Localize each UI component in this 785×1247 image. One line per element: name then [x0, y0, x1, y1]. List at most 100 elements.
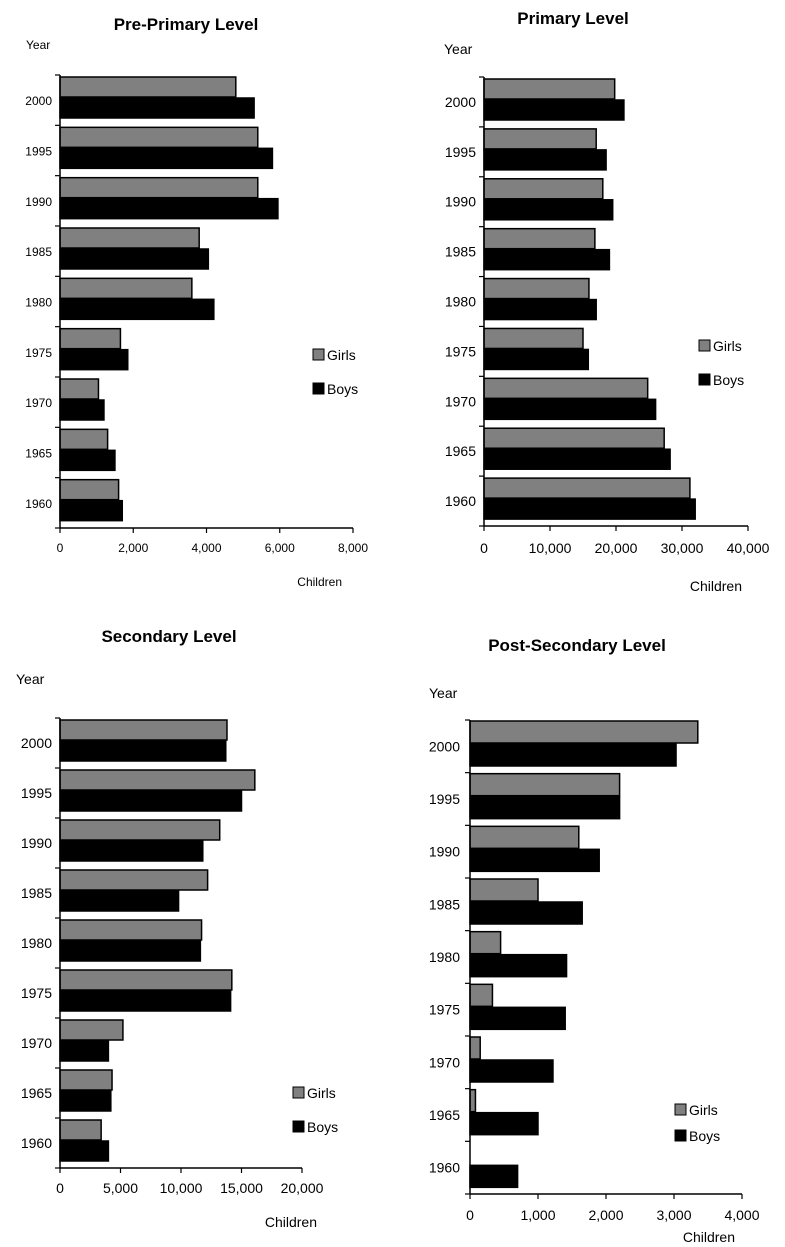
bar-boys-2000 — [469, 743, 677, 767]
bar-girls-1965 — [469, 1088, 477, 1113]
bar-girls-1990 — [59, 819, 221, 841]
bar-girls-1985 — [483, 227, 596, 250]
y-tick-label: 1970 — [429, 1054, 460, 1070]
bar-boys-1965 — [483, 448, 671, 470]
y-tick-label: 1995 — [445, 144, 476, 160]
x-tick-label: 0 — [466, 1207, 474, 1223]
bar-boys-1985 — [469, 901, 583, 925]
y-tick-label: 1985 — [429, 896, 460, 912]
y-tick-label: 1975 — [429, 1002, 460, 1018]
y-axis-label: Year — [444, 41, 473, 57]
bar-girls-1960 — [59, 1119, 102, 1141]
bar-boys-1985 — [59, 890, 180, 912]
legend-swatch-girls — [698, 339, 711, 352]
bar-girls-1960 — [483, 477, 691, 499]
bar-boys-1960 — [483, 498, 696, 520]
bar-boys-2000 — [483, 99, 625, 121]
bar-girls-1995 — [59, 126, 259, 149]
bar-boys-2000 — [59, 740, 227, 762]
bar-girls-1970 — [59, 378, 100, 400]
x-tick-label: 1,000 — [520, 1207, 555, 1223]
bar-girls-1980 — [59, 277, 193, 300]
x-tick-label: 5,000 — [103, 1180, 138, 1196]
x-tick-label: 20,000 — [595, 540, 638, 556]
x-axis-label: Children — [683, 1229, 735, 1245]
legend-label-boys: Boys — [327, 381, 358, 397]
y-tick-label: 1995 — [21, 785, 52, 801]
x-tick-label: 0 — [480, 540, 488, 556]
y-tick-label: 1985 — [25, 245, 52, 259]
x-tick-label: 2,000 — [588, 1207, 623, 1223]
bar-boys-1960 — [59, 1140, 110, 1162]
x-axis-label: Children — [690, 578, 742, 594]
bar-girls-1985 — [59, 869, 209, 891]
bar-girls-2000 — [59, 719, 228, 741]
x-axis-label: Children — [297, 575, 342, 589]
y-tick-label: 1975 — [445, 343, 476, 359]
legend-swatch-boys — [674, 1129, 687, 1142]
y-tick-label: 1995 — [429, 791, 460, 807]
y-tick-label: 2000 — [25, 94, 52, 108]
legend-swatch-girls — [312, 348, 325, 361]
bar-boys-1970 — [469, 1059, 554, 1083]
y-tick-label: 1960 — [21, 1135, 52, 1151]
legend-label-boys: Boys — [713, 372, 744, 388]
bar-boys-1980 — [59, 940, 202, 962]
x-tick-label: 4,000 — [724, 1207, 759, 1223]
bar-boys-1960 — [59, 499, 124, 522]
bar-boys-1985 — [59, 248, 210, 270]
bar-boys-1990 — [59, 840, 204, 862]
x-tick-label: 3,000 — [656, 1207, 691, 1223]
bar-boys-1985 — [483, 248, 611, 271]
legend-swatch-girls — [674, 1103, 687, 1116]
legend-label-boys: Boys — [689, 1128, 720, 1144]
legend-swatch-boys — [312, 382, 325, 395]
y-tick-label: 1980 — [429, 949, 460, 965]
y-axis-label: Year — [26, 38, 50, 52]
legend-label-girls: Girls — [307, 1085, 336, 1101]
bar-girls-1965 — [483, 427, 665, 449]
bar-boys-1975 — [483, 348, 590, 371]
chart-panel-1: Pre-Primary Level Year Children 2000 1995 199… — [25, 15, 368, 589]
y-tick-label: 1965 — [429, 1107, 460, 1123]
x-tick-label: 15,000 — [220, 1180, 263, 1196]
bar-boys-1960 — [469, 1164, 519, 1189]
legend-label-girls: Girls — [713, 338, 742, 354]
y-tick-label: 1980 — [445, 294, 476, 310]
chart-title: Pre-Primary Level — [114, 15, 259, 34]
bar-boys-1995 — [59, 790, 243, 812]
bar-girls-1995 — [483, 128, 597, 150]
legend-swatch-girls — [292, 1086, 305, 1099]
x-tick-label: 10,000 — [529, 540, 572, 556]
bar-boys-1980 — [59, 298, 215, 321]
y-tick-label: 1970 — [445, 393, 476, 409]
bar-girls-1970 — [59, 1019, 124, 1041]
y-tick-label: 1980 — [25, 296, 52, 310]
x-tick-label: 10,000 — [160, 1180, 203, 1196]
bar-boys-2000 — [59, 97, 255, 119]
bar-boys-1975 — [469, 1006, 566, 1031]
bar-girls-1970 — [469, 1036, 481, 1060]
bar-girls-1970 — [483, 377, 649, 400]
legend-label-girls: Girls — [327, 347, 356, 363]
bar-boys-1980 — [469, 953, 568, 978]
chart-title: Post-Secondary Level — [488, 636, 666, 655]
bar-girls-1975 — [59, 327, 122, 350]
y-tick-label: 1990 — [25, 195, 52, 209]
bar-boys-1990 — [469, 848, 600, 873]
y-tick-label: 1965 — [21, 1085, 52, 1101]
x-tick-label: 4,000 — [191, 541, 221, 555]
bar-girls-1980 — [59, 919, 203, 941]
bar-girls-1975 — [483, 327, 584, 350]
bar-girls-1975 — [59, 969, 233, 991]
y-tick-label: 1965 — [445, 443, 476, 459]
y-tick-label: 1985 — [21, 885, 52, 901]
y-tick-label: 1980 — [21, 935, 52, 951]
bar-boys-1965 — [59, 449, 116, 472]
bar-girls-1965 — [59, 428, 109, 451]
bar-girls-1980 — [469, 930, 502, 955]
bar-boys-1995 — [59, 147, 274, 170]
y-tick-label: 1990 — [445, 194, 476, 210]
bar-boys-1965 — [469, 1111, 539, 1136]
bar-girls-1985 — [59, 227, 200, 249]
